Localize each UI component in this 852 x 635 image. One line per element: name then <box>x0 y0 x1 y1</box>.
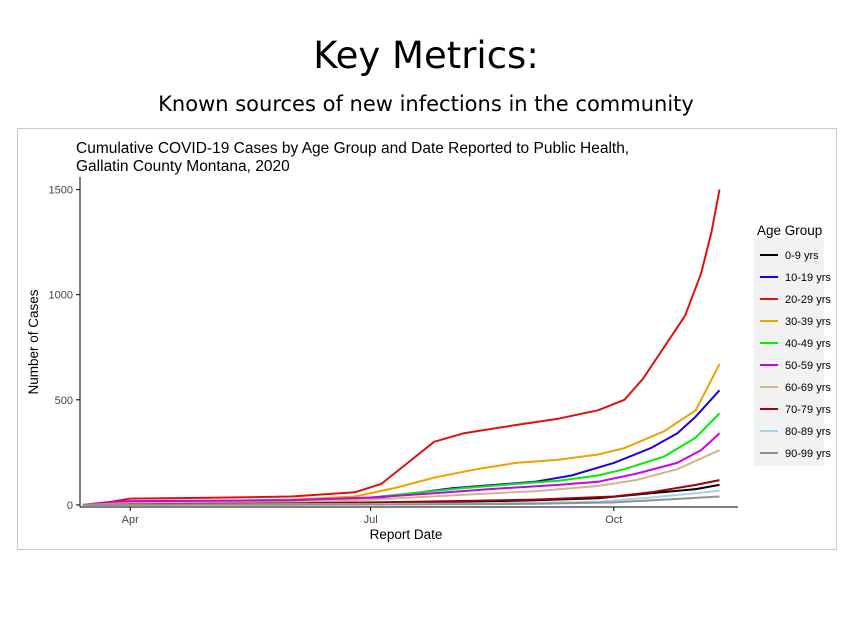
legend-item-2: 20-29 yrs <box>785 294 831 306</box>
x-axis-label: Report Date <box>370 527 443 542</box>
legend-item-1: 10-19 yrs <box>785 272 831 284</box>
series-line-2 <box>82 189 721 506</box>
legend: Age Group 0-9 yrs 10-19 yrs 20-29 yrs 30-39… <box>754 223 831 466</box>
legend-item-7: 70-79 yrs <box>785 404 831 416</box>
series-line-9 <box>82 495 720 506</box>
series-layer <box>82 189 721 506</box>
legend-item-4: 40-49 yrs <box>785 338 831 350</box>
legend-item-0: 0-9 yrs <box>785 250 819 262</box>
slide-subtitle: Known sources of new infections in the c… <box>158 92 694 116</box>
y-tick-label-2: 1000 <box>49 290 73 302</box>
y-tick-label-1: 500 <box>55 395 73 407</box>
x-tick-label-2: Oct <box>605 514 622 526</box>
y-tick-label-0: 0 <box>67 500 73 512</box>
legend-item-6: 60-69 yrs <box>785 382 831 394</box>
y-axis-label: Number of Cases <box>26 289 41 394</box>
chart-frame: Cumulative COVID-19 Cases by Age Group a… <box>17 128 837 550</box>
legend-item-3: 30-39 yrs <box>785 316 831 328</box>
legend-item-5: 50-59 yrs <box>785 360 831 372</box>
line-chart: Cumulative COVID-19 Cases by Age Group a… <box>26 140 831 542</box>
slide-title: Key Metrics: <box>313 34 539 77</box>
legend-title: Age Group <box>757 223 822 238</box>
series-line-5 <box>82 432 721 506</box>
legend-item-9: 90-99 yrs <box>785 448 831 460</box>
x-tick-label-0: Apr <box>122 514 139 526</box>
series-line-3 <box>82 363 721 506</box>
chart-title: Cumulative COVID-19 Cases by Age Group a… <box>76 140 629 157</box>
legend-item-8: 80-89 yrs <box>785 426 831 438</box>
chart-subtitle: Gallatin County Montana, 2020 <box>76 158 290 175</box>
y-tick-label-3: 1500 <box>49 185 73 197</box>
x-tick-label-1: Jul <box>364 514 378 526</box>
axis-layer: 0 500 1000 1500 Apr Jul Oct <box>49 185 623 526</box>
series-line-6 <box>82 449 720 506</box>
